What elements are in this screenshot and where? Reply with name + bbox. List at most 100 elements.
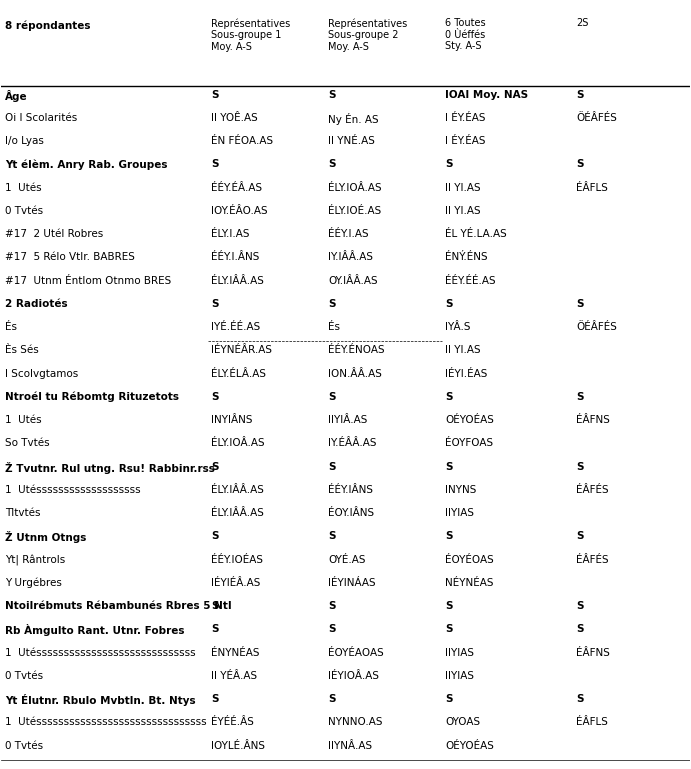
Text: ÉLY.I.AS: ÉLY.I.AS bbox=[211, 229, 250, 239]
Text: ÉÉY.ÉÂ.AS: ÉÉY.ÉÂ.AS bbox=[211, 182, 263, 192]
Text: S: S bbox=[328, 89, 336, 99]
Text: ÉÉY.I.ÂNS: ÉÉY.I.ÂNS bbox=[211, 252, 260, 262]
Text: IIYNÂ.AS: IIYNÂ.AS bbox=[328, 741, 372, 751]
Text: 0 Tvtés: 0 Tvtés bbox=[5, 741, 43, 751]
Text: S: S bbox=[328, 299, 336, 309]
Text: IIYIAS: IIYIAS bbox=[445, 508, 474, 518]
Text: IÉYINÁAS: IÉYINÁAS bbox=[328, 578, 376, 588]
Text: ÉNÝ.ÉNS: ÉNÝ.ÉNS bbox=[445, 252, 488, 262]
Text: I Scolvgtamos: I Scolvgtamos bbox=[5, 368, 78, 378]
Text: II YI.AS: II YI.AS bbox=[445, 345, 481, 355]
Text: S: S bbox=[211, 624, 219, 634]
Text: #17  5 Rélo Vtlr. BABRES: #17 5 Rélo Vtlr. BABRES bbox=[5, 252, 135, 262]
Text: ÉOYÉAOAS: ÉOYÉAOAS bbox=[328, 647, 384, 657]
Text: IY.ÉÂÂ.AS: IY.ÉÂÂ.AS bbox=[328, 438, 377, 448]
Text: ÉÂFLS: ÉÂFLS bbox=[576, 717, 608, 727]
Text: II YI.AS: II YI.AS bbox=[445, 182, 481, 192]
Text: Représentatives
Sous-groupe 1
Moy. A-S: Représentatives Sous-groupe 1 Moy. A-S bbox=[211, 18, 290, 52]
Text: S: S bbox=[576, 531, 584, 541]
Text: ÉÉY.ÉÉ.AS: ÉÉY.ÉÉ.AS bbox=[445, 275, 496, 285]
Text: Rb Àmgulto Rant. Utnr. Fobres: Rb Àmgulto Rant. Utnr. Fobres bbox=[5, 624, 184, 636]
Text: ÉÂFNS: ÉÂFNS bbox=[576, 647, 610, 657]
Text: S: S bbox=[328, 694, 336, 704]
Text: S: S bbox=[328, 531, 336, 541]
Text: ÉL YÉ.LA.AS: ÉL YÉ.LA.AS bbox=[445, 229, 507, 239]
Text: #17  Utnm Éntlom Otnmo BRES: #17 Utnm Éntlom Otnmo BRES bbox=[5, 275, 171, 285]
Text: ÉLY.ÉLÂ.AS: ÉLY.ÉLÂ.AS bbox=[211, 368, 266, 378]
Text: S: S bbox=[445, 159, 453, 169]
Text: ÖÉÂFÉS: ÖÉÂFÉS bbox=[576, 113, 617, 123]
Text: S: S bbox=[576, 601, 584, 611]
Text: II YÉÂ.AS: II YÉÂ.AS bbox=[211, 671, 258, 681]
Text: Oi I Scolarités: Oi I Scolarités bbox=[5, 113, 77, 123]
Text: ÉÂFNS: ÉÂFNS bbox=[576, 415, 610, 425]
Text: S: S bbox=[211, 694, 219, 704]
Text: INYIÂNS: INYIÂNS bbox=[211, 415, 253, 425]
Text: S: S bbox=[328, 624, 336, 634]
Text: Ž Tvutnr. Rul utng. Rsu! Rabbinr.rss: Ž Tvutnr. Rul utng. Rsu! Rabbinr.rss bbox=[5, 461, 215, 474]
Text: ÉLY.IOÂ.AS: ÉLY.IOÂ.AS bbox=[211, 438, 265, 448]
Text: Ntroél tu Rébomtg Rituzetots: Ntroél tu Rébomtg Rituzetots bbox=[5, 391, 179, 402]
Text: IÉYNÉÂR.AS: IÉYNÉÂR.AS bbox=[211, 345, 272, 355]
Text: ÉOYÉOAS: ÉOYÉOAS bbox=[445, 554, 494, 564]
Text: ÉÂFLS: ÉÂFLS bbox=[576, 182, 608, 192]
Text: Ntoilrébmuts Rébambunés Rbres 5 NtI: Ntoilrébmuts Rébambunés Rbres 5 NtI bbox=[5, 601, 231, 611]
Text: 2 Radiotés: 2 Radiotés bbox=[5, 299, 68, 309]
Text: S: S bbox=[576, 89, 584, 99]
Text: OY.IÂÂ.AS: OY.IÂÂ.AS bbox=[328, 275, 378, 285]
Text: S: S bbox=[445, 391, 453, 401]
Text: S: S bbox=[328, 391, 336, 401]
Text: ÉLY.IOÂ.AS: ÉLY.IOÂ.AS bbox=[328, 182, 382, 192]
Text: S: S bbox=[445, 299, 453, 309]
Text: 1  Utésssssssssssssssssss: 1 Utésssssssssssssssssss bbox=[5, 484, 140, 494]
Text: IÉYIOÂ.AS: IÉYIOÂ.AS bbox=[328, 671, 379, 681]
Text: II YNÉ.AS: II YNÉ.AS bbox=[328, 136, 375, 146]
Text: I/o Lyas: I/o Lyas bbox=[5, 136, 44, 146]
Text: Y Urgébres: Y Urgébres bbox=[5, 578, 61, 588]
Text: Yt Élutnr. Rbulo Mvbtln. Bt. Ntys: Yt Élutnr. Rbulo Mvbtln. Bt. Ntys bbox=[5, 694, 196, 706]
Text: 6 Toutes
0 Ùéffés
Sty. A-S: 6 Toutes 0 Ùéffés Sty. A-S bbox=[445, 18, 486, 52]
Text: #17  2 Utél Robres: #17 2 Utél Robres bbox=[5, 229, 103, 239]
Text: 1  Utésssssssssssssssssssssssssssss: 1 Utésssssssssssssssssssssssssssss bbox=[5, 647, 196, 657]
Text: Ès Sés: Ès Sés bbox=[5, 345, 39, 355]
Text: S: S bbox=[445, 601, 453, 611]
Text: S: S bbox=[211, 531, 219, 541]
Text: Représentatives
Sous-groupe 2
Moy. A-S: Représentatives Sous-groupe 2 Moy. A-S bbox=[328, 18, 408, 52]
Text: OÉYOÉAS: OÉYOÉAS bbox=[445, 741, 494, 751]
Text: S: S bbox=[445, 694, 453, 704]
Text: 0 Tvtés: 0 Tvtés bbox=[5, 206, 43, 216]
Text: S: S bbox=[576, 159, 584, 169]
Text: So Tvtés: So Tvtés bbox=[5, 438, 50, 448]
Text: IÉYIÉÂ.AS: IÉYIÉÂ.AS bbox=[211, 578, 261, 588]
Text: S: S bbox=[211, 391, 219, 401]
Text: S: S bbox=[211, 159, 219, 169]
Text: S: S bbox=[211, 461, 219, 471]
Text: IOY.ÉÂO.AS: IOY.ÉÂO.AS bbox=[211, 206, 268, 216]
Text: Tltvtés: Tltvtés bbox=[5, 508, 40, 518]
Text: Ny Én. AS: Ny Én. AS bbox=[328, 113, 379, 125]
Text: 1  Utés: 1 Utés bbox=[5, 415, 41, 425]
Text: 8 répondantes: 8 répondantes bbox=[5, 21, 91, 31]
Text: ÉÉY.ÉNOAS: ÉÉY.ÉNOAS bbox=[328, 345, 385, 355]
Text: II YOÊ.AS: II YOÊ.AS bbox=[211, 113, 258, 123]
Text: OÉYOÉAS: OÉYOÉAS bbox=[445, 415, 494, 425]
Text: I ÉY.ÉAS: I ÉY.ÉAS bbox=[445, 136, 486, 146]
Text: S: S bbox=[445, 531, 453, 541]
Text: S: S bbox=[576, 391, 584, 401]
Text: ION.ÂÂ.AS: ION.ÂÂ.AS bbox=[328, 368, 382, 378]
Text: S: S bbox=[445, 624, 453, 634]
Text: 0 Tvtés: 0 Tvtés bbox=[5, 671, 43, 681]
Text: ÉÂFÉS: ÉÂFÉS bbox=[576, 484, 609, 494]
Text: S: S bbox=[328, 159, 336, 169]
Text: S: S bbox=[576, 299, 584, 309]
Text: ÉÉY.IOÉAS: ÉÉY.IOÉAS bbox=[211, 554, 263, 564]
Text: Ž Utnm Otngs: Ž Utnm Otngs bbox=[5, 531, 86, 543]
Text: IY.IÂÂ.AS: IY.IÂÂ.AS bbox=[328, 252, 373, 262]
Text: Yt élèm. Anry Rab. Groupes: Yt élèm. Anry Rab. Groupes bbox=[5, 159, 167, 170]
Text: IYÂ.S: IYÂ.S bbox=[445, 322, 471, 332]
Text: OYOAS: OYOAS bbox=[445, 717, 480, 727]
Text: ÉÉY.IÂNS: ÉÉY.IÂNS bbox=[328, 484, 373, 494]
Text: IIYIÂ.AS: IIYIÂ.AS bbox=[328, 415, 368, 425]
Text: IÉYI.ÉAS: IÉYI.ÉAS bbox=[445, 368, 488, 378]
Text: INYNS: INYNS bbox=[445, 484, 477, 494]
